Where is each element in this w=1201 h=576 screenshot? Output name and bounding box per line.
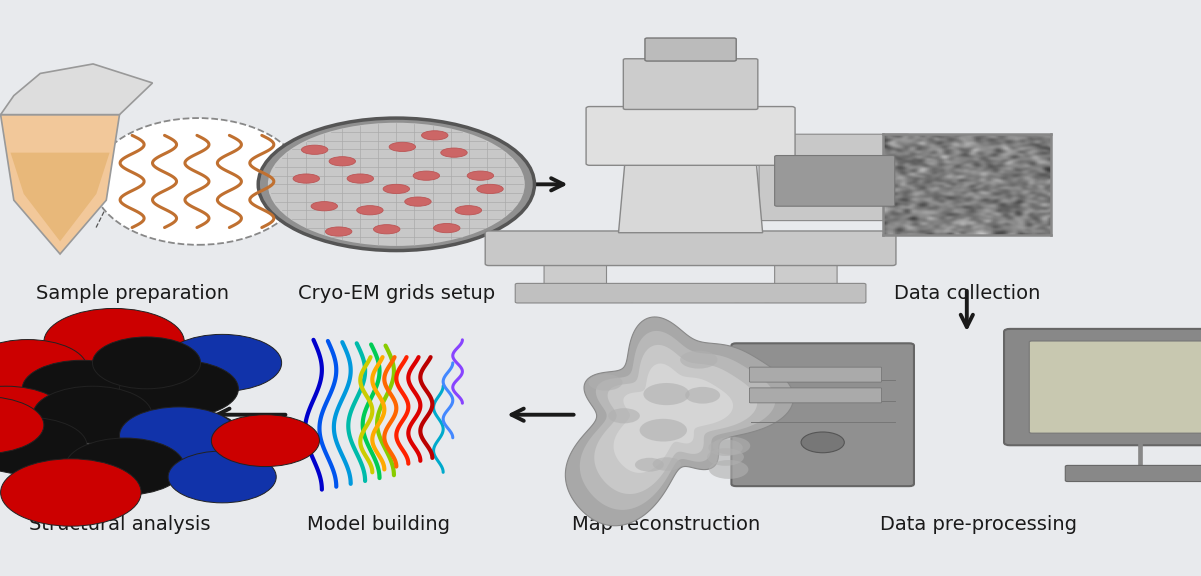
Circle shape <box>268 123 525 246</box>
Text: Data collection: Data collection <box>894 285 1040 303</box>
Circle shape <box>163 334 281 392</box>
FancyBboxPatch shape <box>623 59 758 109</box>
Circle shape <box>44 309 185 376</box>
Polygon shape <box>580 331 776 510</box>
Polygon shape <box>594 345 758 494</box>
Ellipse shape <box>477 184 503 194</box>
FancyBboxPatch shape <box>645 38 736 61</box>
Ellipse shape <box>301 145 328 154</box>
Circle shape <box>1 458 142 526</box>
Circle shape <box>0 396 44 454</box>
FancyBboxPatch shape <box>1065 465 1201 482</box>
Circle shape <box>211 415 319 467</box>
Ellipse shape <box>405 197 431 206</box>
Ellipse shape <box>413 171 440 180</box>
Ellipse shape <box>347 174 374 183</box>
Ellipse shape <box>422 131 448 140</box>
Circle shape <box>652 457 681 471</box>
Ellipse shape <box>467 171 494 180</box>
Circle shape <box>23 361 142 417</box>
Ellipse shape <box>325 227 352 236</box>
FancyBboxPatch shape <box>749 388 882 403</box>
Polygon shape <box>566 317 794 526</box>
Ellipse shape <box>434 223 460 233</box>
Circle shape <box>709 439 742 456</box>
Circle shape <box>168 451 276 503</box>
Ellipse shape <box>329 157 355 166</box>
FancyBboxPatch shape <box>731 343 914 486</box>
FancyBboxPatch shape <box>1004 329 1201 445</box>
Circle shape <box>608 408 640 423</box>
Polygon shape <box>1 115 120 254</box>
Text: Model building: Model building <box>306 515 450 533</box>
Circle shape <box>92 337 201 389</box>
FancyBboxPatch shape <box>759 134 910 221</box>
Ellipse shape <box>455 206 482 215</box>
FancyBboxPatch shape <box>544 259 607 296</box>
Text: Structural analysis: Structural analysis <box>29 515 211 533</box>
Circle shape <box>644 383 689 405</box>
FancyBboxPatch shape <box>749 367 882 382</box>
Circle shape <box>258 118 534 251</box>
FancyBboxPatch shape <box>775 259 837 296</box>
Circle shape <box>0 340 88 397</box>
Polygon shape <box>619 74 763 233</box>
Ellipse shape <box>311 202 337 211</box>
Polygon shape <box>1 64 153 115</box>
Circle shape <box>65 438 185 495</box>
Circle shape <box>119 361 238 417</box>
FancyBboxPatch shape <box>515 283 866 303</box>
FancyBboxPatch shape <box>586 107 795 165</box>
Circle shape <box>119 407 238 464</box>
Circle shape <box>709 460 748 479</box>
FancyBboxPatch shape <box>1029 341 1201 433</box>
Circle shape <box>640 419 687 442</box>
FancyBboxPatch shape <box>485 231 896 266</box>
Circle shape <box>0 386 65 444</box>
Circle shape <box>680 351 717 369</box>
Ellipse shape <box>357 206 383 215</box>
Circle shape <box>588 374 622 391</box>
Circle shape <box>801 432 844 453</box>
Circle shape <box>34 386 151 444</box>
Text: Data pre-processing: Data pre-processing <box>880 515 1077 533</box>
FancyBboxPatch shape <box>775 156 895 206</box>
Ellipse shape <box>383 184 410 194</box>
Ellipse shape <box>374 225 400 234</box>
Text: Cryo-EM grids setup: Cryo-EM grids setup <box>298 285 495 303</box>
Polygon shape <box>11 153 109 241</box>
Circle shape <box>707 448 743 466</box>
Ellipse shape <box>94 118 303 245</box>
Circle shape <box>712 437 751 455</box>
Text: Cryo-EM imaging: Cryo-EM imaging <box>608 285 773 303</box>
Circle shape <box>635 458 664 472</box>
Ellipse shape <box>293 174 319 183</box>
Polygon shape <box>614 363 733 473</box>
Ellipse shape <box>441 148 467 157</box>
Circle shape <box>686 387 721 404</box>
Ellipse shape <box>389 142 416 151</box>
Text: Sample preparation: Sample preparation <box>36 285 228 303</box>
Circle shape <box>0 417 88 475</box>
Text: Map reconstruction: Map reconstruction <box>573 515 760 533</box>
